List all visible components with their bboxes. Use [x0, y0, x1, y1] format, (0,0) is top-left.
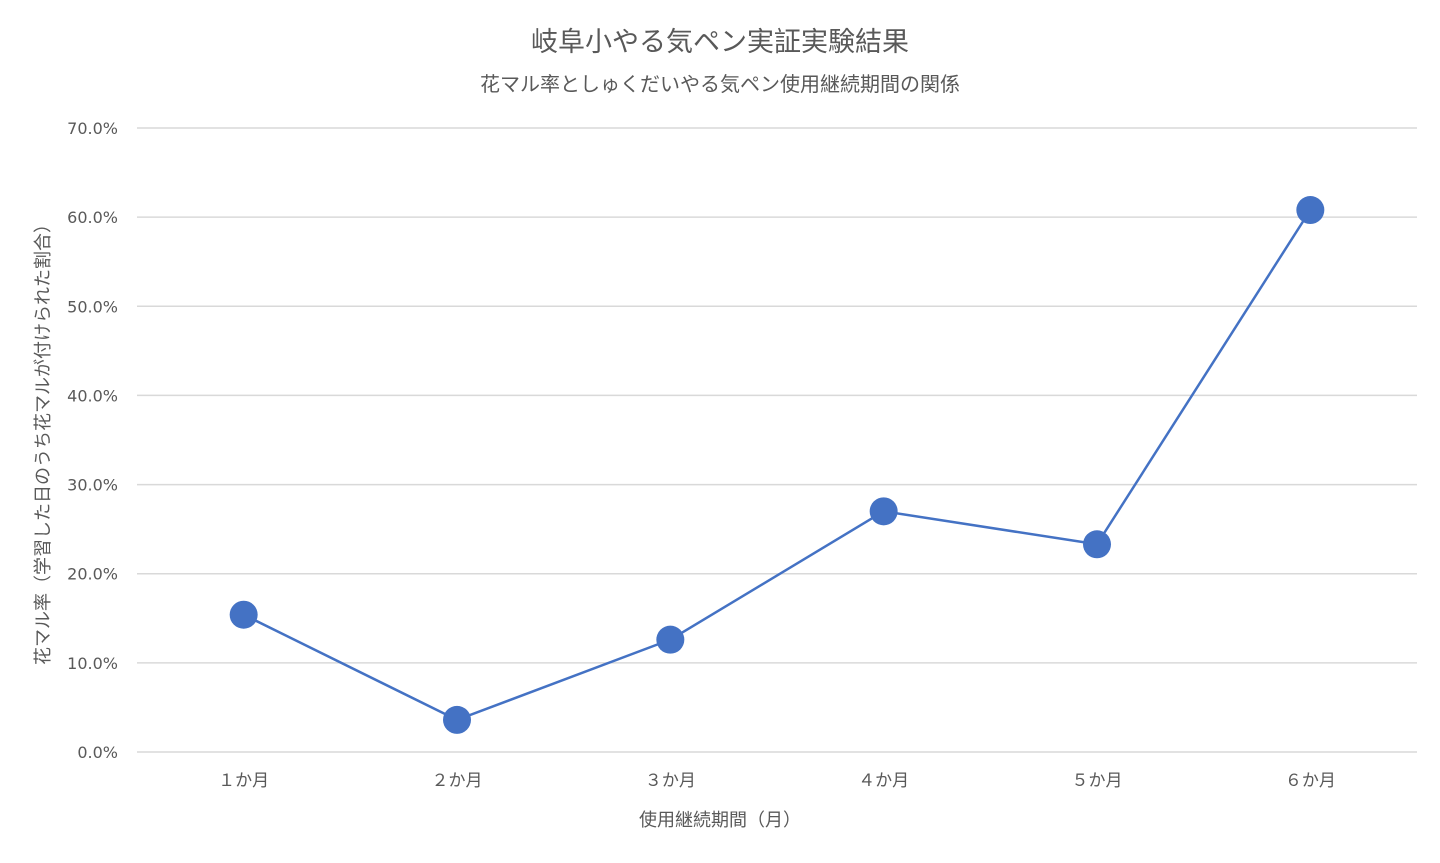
x-tick-label: ６か月 [1285, 771, 1336, 791]
x-axis-title: 使用継続期間（月） [639, 810, 801, 831]
x-axis-ticks: １か月 ２か月 ３か月 ４か月 ５か月 ６か月 [218, 771, 1336, 791]
y-tick-label: 50.0% [67, 297, 118, 316]
y-axis-title: 花マル率（学習した日のうち花マルが付けられた割合） [33, 215, 54, 665]
x-tick-label: ２か月 [432, 771, 483, 791]
y-tick-label: 40.0% [67, 386, 118, 405]
data-point [1296, 196, 1325, 225]
chart-title: 岐阜小やる気ペン実証実験結果 [531, 27, 909, 58]
data-point [1083, 530, 1111, 559]
y-axis-ticks: 0.0% 10.0% 20.0% 30.0% 40.0% 50.0% 60.0% 70.0% [67, 119, 118, 762]
series-group [229, 196, 1325, 734]
data-point [656, 625, 685, 654]
y-tick-label: 20.0% [67, 565, 118, 584]
y-tick-label: 70.0% [67, 119, 118, 138]
data-point [443, 705, 471, 734]
x-tick-label: ４か月 [858, 771, 909, 791]
chart-subtitle: 花マル率としゅくだいやる気ペン使用継続期間の関係 [480, 72, 960, 96]
y-tick-label: 60.0% [67, 208, 118, 227]
y-tick-label: 30.0% [67, 476, 118, 495]
y-tick-label: 0.0% [77, 743, 118, 762]
series-line [243, 209, 1312, 722]
x-tick-label: ３か月 [645, 771, 696, 791]
data-point [869, 497, 898, 526]
data-point [229, 600, 258, 629]
x-tick-label: １か月 [218, 771, 269, 791]
y-tick-label: 10.0% [67, 654, 118, 673]
grid-lines [137, 127, 1417, 753]
x-tick-label: ５か月 [1072, 771, 1123, 791]
